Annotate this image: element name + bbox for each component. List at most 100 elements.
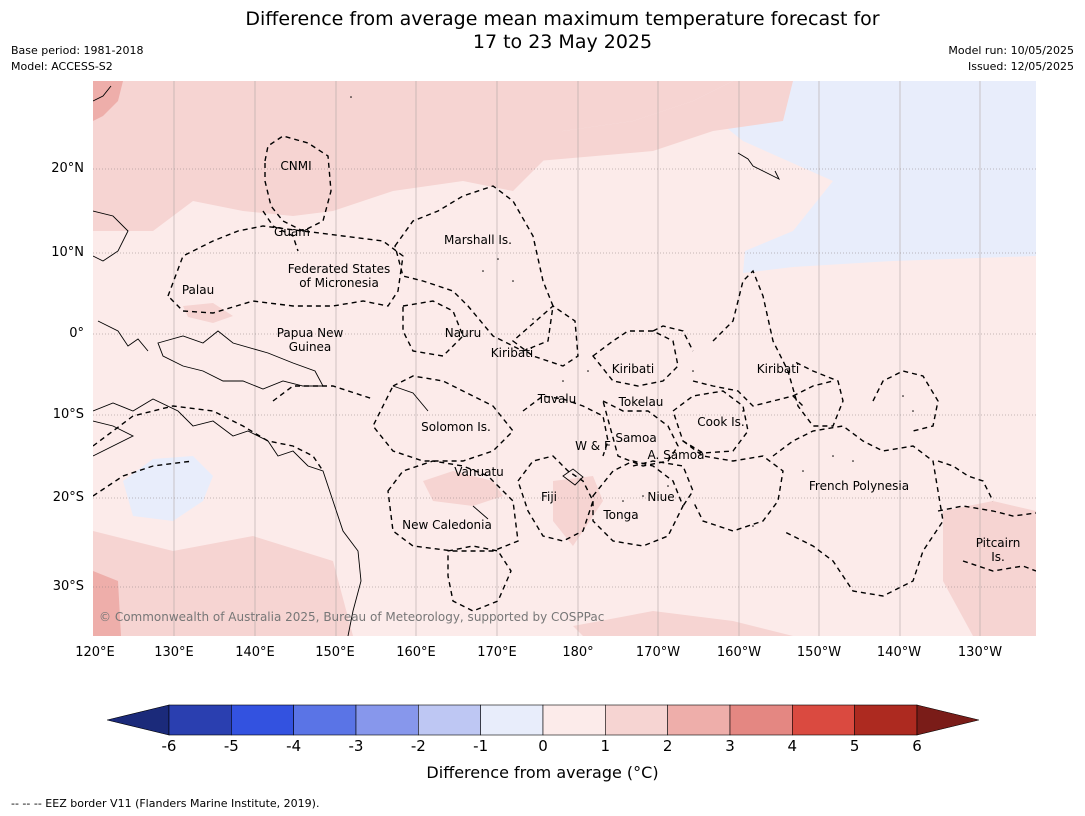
region-label-niue: Niue — [647, 490, 675, 504]
colorbar-bin — [293, 704, 357, 736]
colorbar-bin — [168, 704, 232, 736]
region-label-marshall: Marshall Is. — [444, 233, 512, 247]
region-label-american-samoa: A. Samoa — [647, 448, 705, 462]
colorbar-tick-label: 1 — [600, 737, 611, 755]
colorbar-bin — [480, 704, 544, 736]
colorbar — [107, 704, 979, 736]
colorbar-tick-label: -5 — [223, 737, 239, 755]
base-period-text: Base period: 1981-2018 — [11, 44, 144, 57]
region-label-kiribati-central: Kiribati — [611, 362, 655, 376]
region-label-pitcairn-line2: Is. — [991, 550, 1005, 564]
colorbar-tick-label: 4 — [787, 737, 798, 755]
region-label-french-polynesia: French Polynesia — [808, 479, 910, 493]
colorbar-extend-max — [916, 704, 979, 736]
region-label-solomon: Solomon Is. — [421, 420, 491, 434]
region-label-pitcairn: Pitcairn Is. — [976, 536, 1021, 564]
region-label-cnmi: CNMI — [280, 159, 312, 173]
colorbar-bin — [854, 704, 918, 736]
lat-tick-30s: 30°S — [52, 579, 84, 594]
region-label-png-line2: Guinea — [288, 340, 332, 354]
region-label-png: Papua New Guinea — [277, 326, 344, 354]
colorbar-tick-label: -2 — [410, 737, 426, 755]
colorbar-tick-label: 3 — [725, 737, 735, 755]
colorbar-bin — [667, 704, 731, 736]
region-label-tuvalu: Tuvalu — [537, 392, 577, 406]
lon-tick-130e: 130°E — [154, 645, 194, 660]
colorbar-bin — [605, 704, 668, 736]
lat-tick-10s: 10°S — [52, 407, 84, 422]
region-label-new-caledonia: New Caledonia — [402, 518, 492, 532]
lon-tick-140e: 140°E — [235, 645, 275, 660]
colorbar-bins — [168, 704, 918, 736]
colorbar-bin — [418, 704, 481, 736]
islands — [350, 96, 914, 527]
lon-tick-120e: 120°E — [75, 645, 115, 660]
region-label-tonga: Tonga — [603, 508, 639, 522]
anomaly-fill-neg1-0-australia — [123, 456, 213, 521]
chart-title-line2: 17 to 23 May 2025 — [472, 31, 653, 53]
colorbar-title: Difference from average (°C) — [426, 763, 659, 782]
lon-tick-160w: 160°W — [716, 645, 762, 660]
region-label-kiribati-west: Kiribati — [490, 346, 534, 360]
anomaly-fill-1-2-south — [573, 611, 793, 636]
region-label-cook: Cook Is. — [697, 415, 745, 429]
colorbar-bin — [231, 704, 294, 736]
colorbar-extend-min — [107, 704, 170, 736]
lon-tick-150e: 150°E — [315, 645, 355, 660]
lat-tick-10n: 10°N — [51, 245, 84, 260]
region-label-png-line1: Papua New — [276, 326, 344, 340]
region-label-kiribati-east: Kiribati — [756, 362, 800, 376]
anomaly-fill-1-2-palau — [183, 303, 233, 323]
lon-tick-130w: 130°W — [957, 645, 1003, 660]
colorbar-tick-label: -6 — [161, 737, 177, 755]
region-label-guam: Guam — [274, 225, 310, 239]
anomaly-fill-1-2-southwest — [93, 531, 353, 636]
colorbar-tick-label: 5 — [849, 737, 860, 755]
lon-tick-170e: 170°E — [477, 645, 517, 660]
map-canvas — [93, 81, 1036, 636]
colorbar-bin — [792, 704, 855, 736]
lon-tick-180: 180° — [562, 645, 594, 660]
anomaly-fill-1-2-vanuatu — [423, 471, 503, 506]
chart-title-line1: Difference from average mean maximum tem… — [245, 8, 880, 30]
coastlines — [93, 85, 781, 636]
lon-tick-150w: 150°W — [796, 645, 842, 660]
eez-legend-note: -- -- -- EEZ border V11 (Flanders Marine… — [11, 797, 320, 810]
model-run-text: Model run: 10/05/2025 — [948, 44, 1074, 57]
region-label-fsm-line2: of Micronesia — [299, 276, 379, 290]
model-text: Model: ACCESS-S2 — [11, 60, 113, 73]
region-label-fiji: Fiji — [540, 490, 558, 504]
lon-tick-160e: 160°E — [396, 645, 436, 660]
colorbar-bin — [542, 704, 606, 736]
colorbar-tick-label: 0 — [538, 737, 548, 755]
colorbar-tick-label: 6 — [912, 737, 922, 755]
colorbar-tick-label: 2 — [662, 737, 673, 755]
anomaly-fill-2-3-southwest — [93, 571, 121, 636]
lat-tick-20n: 20°N — [51, 161, 84, 176]
region-label-fsm-line1: Federated States — [287, 262, 391, 276]
colorbar-tick-label: -4 — [286, 737, 302, 755]
region-label-palau: Palau — [181, 283, 215, 297]
region-label-vanuatu: Vanuatu — [454, 465, 504, 479]
colorbar-bin — [355, 704, 419, 736]
region-label-wallis-futuna: W & F — [575, 439, 611, 453]
anomaly-fill-1-2-northwest — [93, 81, 733, 231]
region-label-tokelau: Tokelau — [618, 395, 664, 409]
issued-text: Issued: 12/05/2025 — [967, 60, 1074, 73]
lon-tick-140w: 140°W — [876, 645, 922, 660]
lon-tick-170w: 170°W — [635, 645, 681, 660]
colorbar-tick-label: -3 — [348, 737, 364, 755]
anomaly-fill-neg1-0-northeast — [693, 81, 1036, 273]
anomaly-fill-2-3-northwest — [93, 81, 123, 121]
lat-tick-0: 0° — [69, 326, 84, 341]
region-label-pitcairn-line1: Pitcairn — [975, 536, 1021, 550]
copyright-text: © Commonwealth of Australia 2025, Bureau… — [99, 610, 605, 624]
eez-borders — [93, 135, 1036, 612]
lat-tick-20s: 20°S — [52, 490, 84, 505]
region-label-samoa: Samoa — [615, 431, 657, 445]
colorbar-bin — [729, 704, 793, 736]
latitude-gridlines — [93, 168, 1036, 588]
anomaly-fill-1-2-southeast — [943, 501, 1036, 636]
region-label-nauru: Nauru — [444, 326, 482, 340]
colorbar-tick-label: -1 — [473, 737, 489, 755]
